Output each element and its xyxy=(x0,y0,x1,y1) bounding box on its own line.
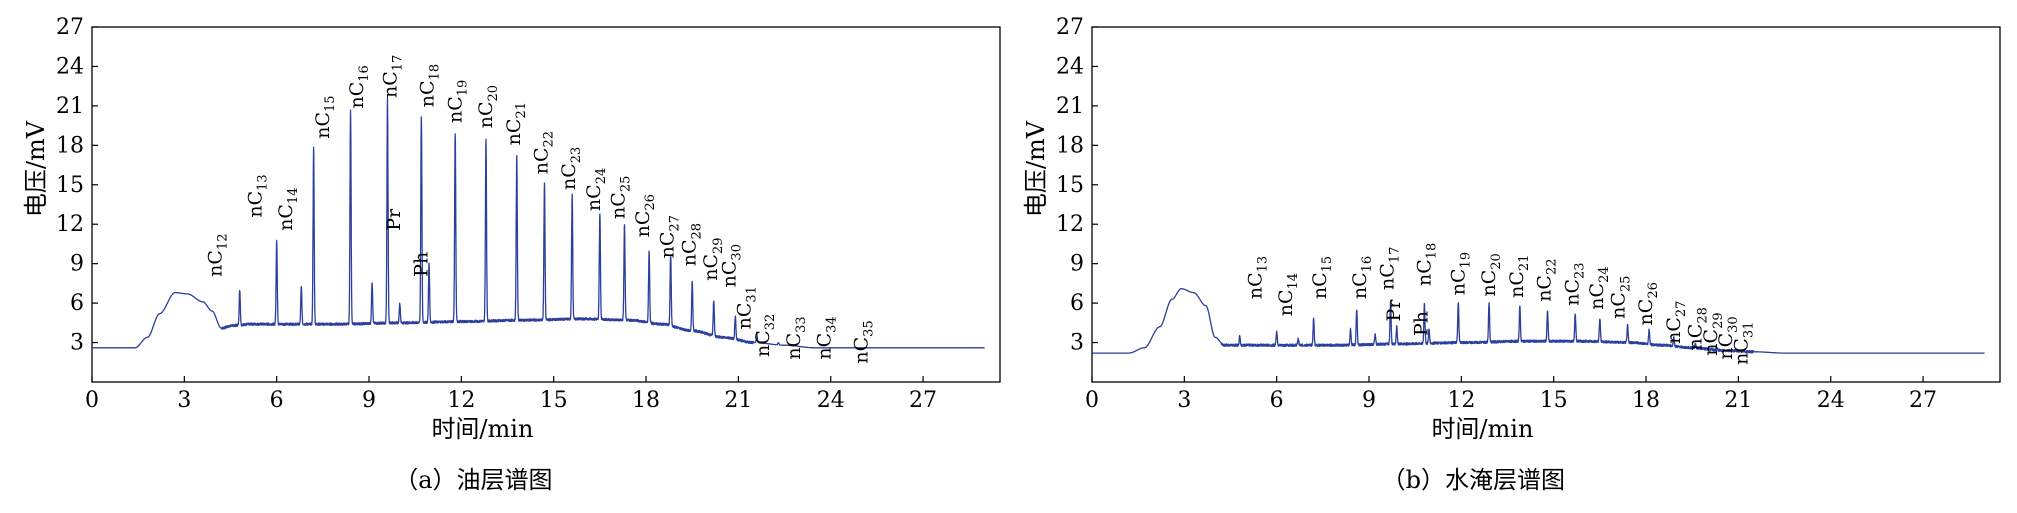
peak-label: nC29 xyxy=(700,237,726,280)
x-tick-label: 27 xyxy=(909,388,937,413)
chromatogram-trace xyxy=(1091,287,1986,354)
peak-label: nC17 xyxy=(1377,247,1403,290)
peak-label: nC19 xyxy=(1447,252,1473,295)
peak-label: nC30 xyxy=(718,244,744,287)
peak-label: nC13 xyxy=(244,174,270,217)
peak-label: nC23 xyxy=(558,147,584,190)
peak-label: nC16 xyxy=(1349,256,1375,299)
x-tick-label: 21 xyxy=(1724,388,1752,413)
peak-label: nC21 xyxy=(1506,255,1532,298)
x-tick-label: 6 xyxy=(1270,388,1284,413)
x-tick-label: 15 xyxy=(540,388,568,413)
y-tick-label: 21 xyxy=(1056,94,1084,119)
peak-label: nC21 xyxy=(503,102,529,145)
peak-label: nC26 xyxy=(1635,282,1661,325)
peak-label: nC27 xyxy=(1663,301,1689,344)
peak-label: nC22 xyxy=(531,131,557,174)
peak-label: nC20 xyxy=(1478,253,1504,296)
peak-label: nC31 xyxy=(1731,322,1757,365)
x-tick-label: 9 xyxy=(362,388,376,413)
plot-frame xyxy=(91,26,1001,383)
y-tick-label: 18 xyxy=(1056,133,1084,158)
y-tick-label: 27 xyxy=(1056,15,1084,40)
peak-label: nC17 xyxy=(380,55,406,98)
x-tick-label: 9 xyxy=(1362,388,1376,413)
peak-label: nC16 xyxy=(346,65,372,108)
peak-label: nC18 xyxy=(417,64,443,107)
y-tick-label: 24 xyxy=(1056,54,1084,79)
peak-label: nC28 xyxy=(1684,307,1710,350)
x-tick-label: 3 xyxy=(177,388,191,413)
peak-label: nC19 xyxy=(444,80,470,123)
x-axis-title: 时间/min xyxy=(1431,415,1533,443)
peak-label: nC25 xyxy=(1607,276,1633,319)
x-tick-label: 24 xyxy=(1817,388,1845,413)
peak-label: nC24 xyxy=(583,168,609,211)
y-tick-label: 12 xyxy=(1056,212,1084,237)
peak-label: nC15 xyxy=(1309,256,1335,299)
y-tick-label: 6 xyxy=(70,291,84,316)
x-tick-label: 15 xyxy=(1540,388,1568,413)
y-tick-label: 24 xyxy=(56,54,84,79)
water-flooded-layer-chromatogram: 0 3 6 9 12 15 18 21 24 27 3 6 9 12 15 18 21 24 27 时间/min 电压/… xyxy=(1022,15,2001,494)
peak-label: nC14 xyxy=(275,187,301,230)
y-tick-label: 27 xyxy=(56,15,84,40)
x-tick-label: 18 xyxy=(1632,388,1660,413)
x-tick-label: 0 xyxy=(85,388,99,413)
peak-label: nC24 xyxy=(1586,266,1612,309)
x-tick-label: 21 xyxy=(724,388,752,413)
peak-label: nC26 xyxy=(632,194,658,237)
peak-label: nC23 xyxy=(1561,262,1587,305)
peak-label: nC12 xyxy=(204,233,230,276)
plot-frame xyxy=(1091,26,2001,383)
peak-label: nC15 xyxy=(312,95,338,138)
peak-label: nC29 xyxy=(1700,312,1726,355)
peak-label: nC35 xyxy=(851,320,877,363)
y-tick-label: 18 xyxy=(56,133,84,158)
peak-label: nC31 xyxy=(734,286,760,329)
peak-label: nC13 xyxy=(1244,256,1270,299)
x-tick-label: 18 xyxy=(632,388,660,413)
peak-label: Ph xyxy=(410,252,432,277)
x-tick-label: 6 xyxy=(270,388,284,413)
peak-label: Ph xyxy=(1410,311,1432,336)
x-tick-label: 3 xyxy=(1177,388,1191,413)
peak-label: nC30 xyxy=(1715,316,1741,359)
y-axis-title: 电压/mV xyxy=(22,120,50,217)
peak-label: nC14 xyxy=(1275,273,1301,316)
x-axis-title: 时间/min xyxy=(431,415,533,443)
y-axis-title: 电压/mV xyxy=(1022,120,1050,217)
peak-label: Pr xyxy=(383,208,405,231)
y-tick-label: 15 xyxy=(56,173,84,198)
y-tick-label: 9 xyxy=(1070,252,1084,277)
peak-label: nC18 xyxy=(1414,243,1440,286)
panel-caption: （b）水淹层谱图 xyxy=(1382,466,1565,494)
y-tick-label: 3 xyxy=(70,331,84,356)
peak-label: nC20 xyxy=(475,85,501,128)
peak-label: nC22 xyxy=(1534,258,1560,301)
peak-label: nC27 xyxy=(657,215,683,258)
y-tick-label: 12 xyxy=(56,212,84,237)
y-tick-label: 3 xyxy=(1070,331,1084,356)
peak-label: nC33 xyxy=(783,316,809,359)
panel-caption: （a）油层谱图 xyxy=(394,466,552,494)
peak-label: Pr xyxy=(1383,299,1405,322)
x-tick-label: 24 xyxy=(817,388,845,413)
peak-label: nC34 xyxy=(814,316,840,359)
y-tick-label: 6 xyxy=(1070,291,1084,316)
peak-label: nC32 xyxy=(752,314,778,357)
y-tick-label: 21 xyxy=(56,94,84,119)
peak-label: nC25 xyxy=(607,176,633,219)
x-tick-label: 0 xyxy=(1085,388,1099,413)
y-tick-label: 9 xyxy=(70,252,84,277)
x-tick-label: 12 xyxy=(1447,388,1475,413)
y-tick-label: 15 xyxy=(1056,173,1084,198)
chromatogram-trace xyxy=(91,97,986,349)
peak-label: nC28 xyxy=(678,223,704,266)
x-tick-label: 12 xyxy=(447,388,475,413)
x-tick-label: 27 xyxy=(1909,388,1937,413)
oil-layer-chromatogram: 0 3 6 9 12 15 18 21 24 27 3 6 9 12 15 18 21 24 27 时间/min 电压/… xyxy=(22,15,1001,494)
